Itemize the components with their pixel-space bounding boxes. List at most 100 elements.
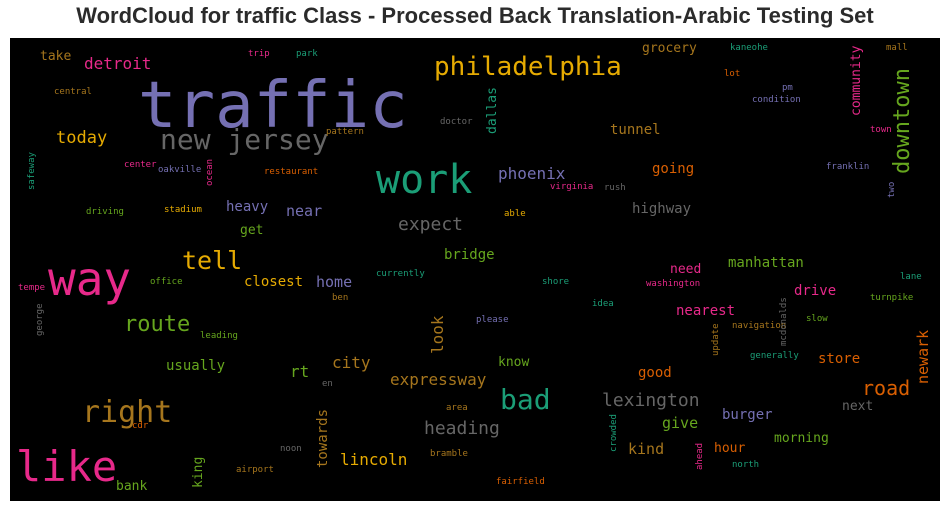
word-office: office [150,277,183,287]
word-trip: trip [248,49,270,59]
page-title: WordCloud for traffic Class - Processed … [76,3,874,28]
word-morning: morning [774,431,829,446]
word-newark: newark [914,329,932,384]
word-washington: washington [646,279,701,289]
word-ben: ben [332,293,349,303]
word-store: store [818,351,861,367]
word-cdr: cdr [132,421,149,431]
word-area: area [446,403,468,413]
word-able: able [504,209,526,219]
word-oakville: oakville [158,165,202,175]
word-going: going [652,161,695,177]
word-rt: rt [290,362,310,381]
word-traffic: traffic [138,69,408,143]
word-mall: mall [886,43,908,53]
word-tunnel: tunnel [610,122,661,138]
word-pattern: pattern [326,127,364,137]
word-know: know [498,355,530,370]
word-currently: currently [376,269,425,279]
word-noon: noon [280,444,302,454]
word-give: give [662,414,699,432]
word-ocean: ocean [205,158,215,186]
word-virginia: virginia [550,182,594,192]
word-condition: condition [752,95,801,105]
word-look: look [428,315,447,354]
word-bridge: bridge [444,247,495,263]
word-en: en [322,379,333,389]
word-north: north [732,460,760,470]
word-mcdonalds: mcdonalds [779,297,789,346]
word-please: please [476,315,509,325]
word-doctor: doctor [440,117,473,127]
word-rush: rush [604,183,626,193]
word-stadium: stadium [164,205,202,215]
word-downtown: downtown [890,68,915,174]
word-closest: closest [244,274,304,290]
word-airport: airport [236,465,274,475]
word-fairfield: fairfield [496,477,545,487]
word-community: community [849,45,864,116]
word-road: road [862,376,911,400]
word-cloud: traffic way like work right new jersey p… [10,38,940,501]
word-good: good [638,365,672,381]
word-heading: heading [424,418,500,439]
word-restaurant: restaurant [264,167,319,177]
word-park: park [296,49,318,59]
word-like: like [16,442,118,491]
word-burger: burger [722,407,773,423]
word-kind: kind [628,440,665,458]
word-work: work [376,157,473,203]
word-tempe: tempe [18,283,46,293]
word-grocery: grocery [642,41,697,56]
word-update: update [711,323,721,356]
word-lot: lot [724,69,741,79]
word-expect: expect [398,214,464,235]
word-tell: tell [182,246,243,275]
word-way: way [48,252,132,306]
word-manhattan: manhattan [728,255,804,271]
word-slow: slow [806,314,828,324]
word-towards: towards [315,408,331,468]
word-pm: pm [782,83,793,93]
word-drive: drive [794,283,837,299]
word-lincoln: lincoln [340,450,408,469]
word-city: city [332,353,371,372]
word-dallas: dallas [485,87,500,134]
word-heavy: heavy [226,199,269,215]
word-idea: idea [592,299,614,309]
word-lane: lane [900,272,922,282]
word-highway: highway [632,201,692,217]
word-phoenix: phoenix [498,164,566,183]
word-two: two [887,181,897,198]
word-kaneohe: kaneohe [730,43,768,53]
word-get: get [240,223,264,238]
word-george: george [35,303,45,336]
word-franklin: franklin [826,162,870,172]
word-need: need [670,262,702,277]
word-turnpike: turnpike [870,293,914,303]
word-near: near [286,202,323,220]
word-detroit: detroit [84,54,152,73]
word-lexington: lexington [602,390,700,411]
word-town: town [870,125,892,135]
word-next: next [842,399,874,414]
word-hour: hour [714,441,746,456]
word-central: central [54,87,92,97]
word-bad: bad [500,383,551,416]
word-king: king [191,456,206,488]
word-crowded: crowded [609,414,619,452]
word-ahead: ahead [695,442,705,470]
word-nearest: nearest [676,303,736,319]
word-philadelphia: philadelphia [434,52,622,82]
word-usually: usually [166,358,226,374]
word-shore: shore [542,277,570,287]
word-new-jersey: new jersey [160,123,329,156]
word-home: home [316,273,353,291]
word-today: today [56,128,108,148]
word-generally: generally [750,351,799,361]
word-bank: bank [116,479,148,494]
word-expressway: expressway [390,370,487,389]
word-driving: driving [86,207,124,217]
word-safeway: safeway [27,152,37,190]
word-right: right [82,395,173,430]
